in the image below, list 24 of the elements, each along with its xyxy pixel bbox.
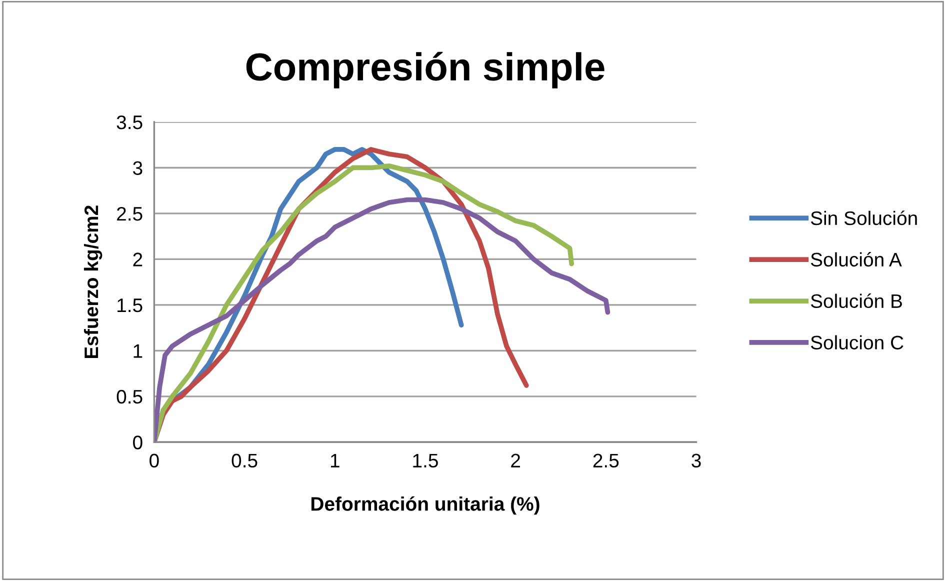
x-tick-label: 1 — [330, 454, 340, 468]
legend-label: Sin Solución — [810, 210, 917, 226]
legend-label: Solucion C — [810, 335, 904, 350]
x-tick-label: 1.5 — [413, 454, 438, 468]
y-tick-label: 2.5 — [117, 206, 142, 221]
y-tick-label: 1.5 — [118, 298, 142, 312]
chart-title: Compresión simple — [246, 52, 604, 88]
y-tick-label: 0.5 — [116, 390, 142, 404]
x-tick-label: 2.5 — [593, 454, 619, 468]
y-tick-label: 3.5 — [116, 115, 142, 130]
x-tick-label: 0.5 — [232, 454, 258, 468]
line-series — [154, 197, 610, 442]
y-tick-label: 1 — [134, 344, 142, 358]
y-axis-title: Esfuerzo kg/cm2 — [84, 206, 102, 358]
x-tick-label: 2 — [511, 454, 520, 468]
x-tick-label: 3 — [692, 454, 701, 468]
legend-label: Solución B — [810, 294, 902, 308]
x-axis-title: Deformación unitaria (%) — [311, 496, 540, 515]
x-tick-label: 0 — [150, 454, 159, 468]
y-tick-label: 3 — [133, 161, 142, 175]
line-series — [154, 163, 574, 442]
y-tick-label: 0 — [133, 436, 142, 450]
y-tick-label: 2 — [133, 252, 142, 266]
legend-label: Solución A — [810, 252, 902, 267]
